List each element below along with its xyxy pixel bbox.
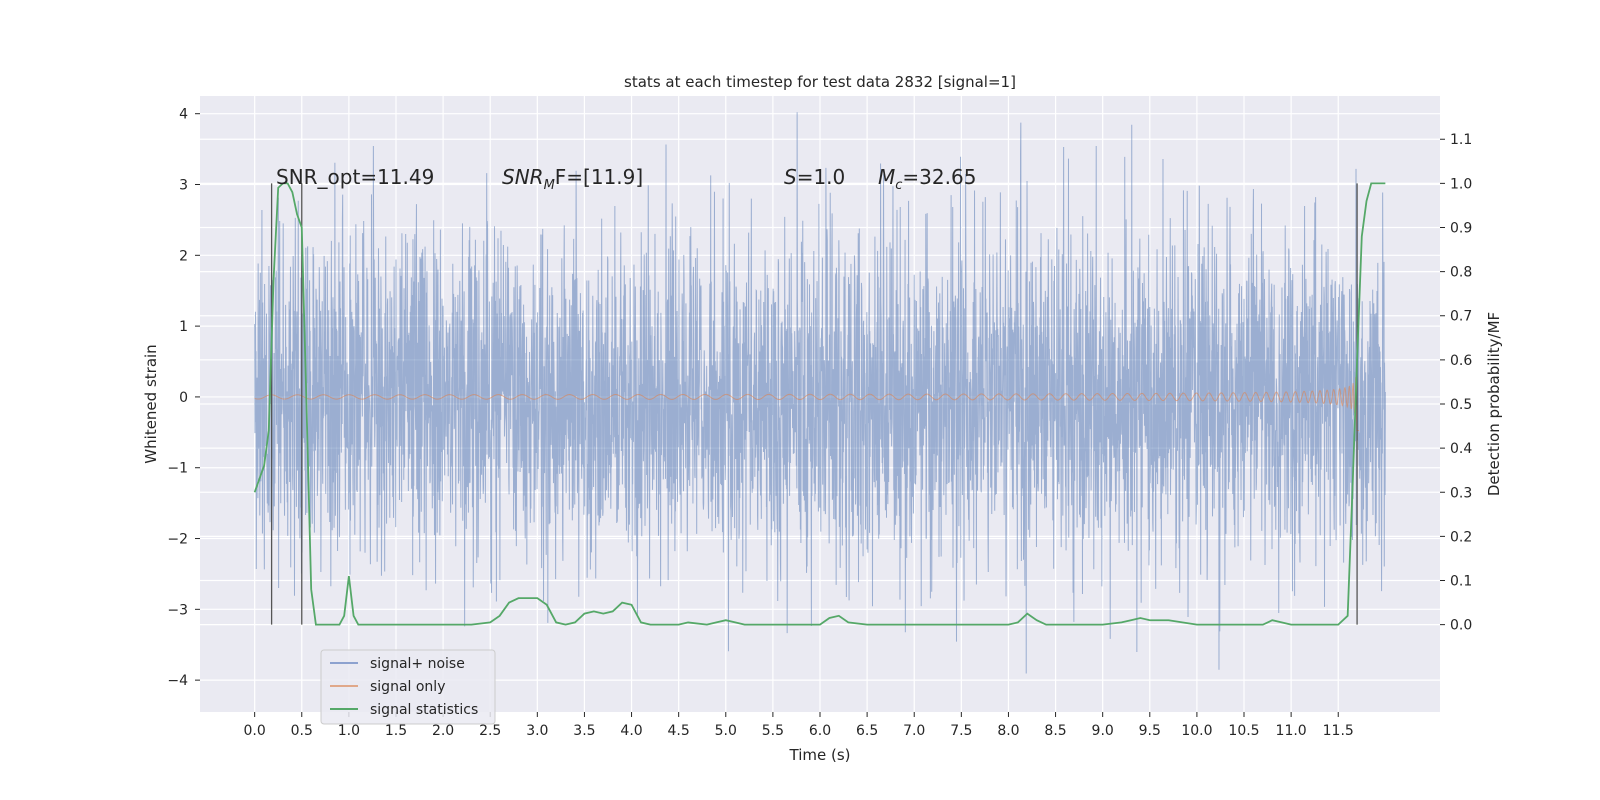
y2-tick-label: 0.1 <box>1450 574 1472 590</box>
x-tick-label: 7.0 <box>903 723 925 739</box>
annotation-snr-mf: SNRMF=[11.9] <box>502 165 643 193</box>
chart-title: stats at each timestep for test data 283… <box>624 73 1016 91</box>
annotation-snr-mf-symbol: SNR <box>502 165 544 189</box>
series-signal-statistics <box>253 182 1386 626</box>
annotations: SNR_opt=11.49 SNRMF=[11.9] S=1.0 Mc=32.6… <box>276 165 976 193</box>
annotation-mc: Mc=32.65 <box>878 165 976 193</box>
annotation-snr-mf-value: F=[11.9] <box>555 165 643 189</box>
annotation-mc-symbol: M <box>878 165 895 189</box>
x-axis-label: Time (s) <box>789 746 851 764</box>
y2-tick-label: 0.4 <box>1450 441 1472 457</box>
x-tick-label: 1.5 <box>385 723 407 739</box>
plot-area <box>253 112 1386 674</box>
y-tick-label: −2 <box>167 532 188 548</box>
series-signal-only <box>254 377 1359 432</box>
x-tick-label: 4.5 <box>668 723 690 739</box>
x-tick-label: 2.0 <box>432 723 454 739</box>
annotation-s-symbol: S <box>784 165 797 189</box>
x-tick-label: 0.0 <box>244 723 266 739</box>
x-tick-label: 2.5 <box>479 723 501 739</box>
legend: signal+ noise signal only signal statist… <box>320 649 496 725</box>
x-tick-label: 9.0 <box>1092 723 1114 739</box>
annotation-s: S=1.0 <box>784 165 845 189</box>
y2-tick-label: 0.7 <box>1450 309 1472 325</box>
x-tick-label: 10.5 <box>1228 723 1259 739</box>
y2-axis-ticks: 0.0 0.1 0.2 0.3 0.4 0.5 0.6 0.7 0.8 0.9 1.0 1.1 <box>1440 132 1472 634</box>
x-tick-label: 10.0 <box>1181 723 1212 739</box>
annotation-s-value: =1.0 <box>797 165 846 189</box>
y2-tick-label: 0.2 <box>1450 529 1472 545</box>
x-tick-label: 5.0 <box>715 723 737 739</box>
legend-box <box>320 649 496 725</box>
y2-axis-label: Detection probability/MF <box>1485 312 1503 496</box>
x-tick-label: 3.5 <box>573 723 595 739</box>
annotation-snr-mf-subscript: M <box>544 178 555 193</box>
y-tick-label: −3 <box>167 602 188 618</box>
x-tick-label: 11.5 <box>1323 723 1354 739</box>
x-tick-label: 5.5 <box>762 723 784 739</box>
y-axis-label: Whitened strain <box>142 344 160 463</box>
y2-tick-label: 0.6 <box>1450 353 1472 369</box>
x-tick-label: 3.0 <box>526 723 548 739</box>
x-tick-label: 0.5 <box>291 723 313 739</box>
legend-label-signal-plus-noise: signal+ noise <box>370 656 465 672</box>
y2-tick-label: 0.3 <box>1450 485 1472 501</box>
y2-tick-label: 0.0 <box>1450 618 1472 634</box>
annotation-snr-opt: SNR_opt=11.49 <box>276 165 434 189</box>
y2-tick-label: 1.1 <box>1450 132 1472 148</box>
y2-tick-label: 1.0 <box>1450 176 1472 192</box>
y2-tick-label: 0.5 <box>1450 397 1472 413</box>
y-axis-ticks: −4 −3 −2 −1 0 1 2 3 4 <box>167 107 200 689</box>
legend-label-signal-only: signal only <box>370 679 445 695</box>
y-tick-label: 4 <box>179 107 188 123</box>
x-tick-label: 11.0 <box>1276 723 1307 739</box>
y-tick-label: 2 <box>179 248 188 264</box>
y-tick-label: 0 <box>179 390 188 406</box>
annotation-mc-value: =32.65 <box>902 165 976 189</box>
x-tick-label: 6.5 <box>856 723 878 739</box>
y-tick-label: −4 <box>167 673 188 689</box>
x-tick-label: 1.0 <box>338 723 360 739</box>
x-axis-ticks: 0.0 0.5 1.0 1.5 2.0 2.5 3.0 3.5 4.0 4.5 5.0 5.5 6.0 6… <box>244 712 1354 739</box>
annotation-mc-subscript: c <box>895 178 902 193</box>
x-tick-label: 8.5 <box>1044 723 1066 739</box>
x-tick-label: 7.5 <box>950 723 972 739</box>
legend-label-signal-statistics: signal statistics <box>370 702 478 718</box>
y2-tick-label: 0.8 <box>1450 265 1472 281</box>
series-signal-plus-noise <box>254 112 1386 674</box>
y2-tick-label: 0.9 <box>1450 220 1472 236</box>
x-tick-label: 4.0 <box>620 723 642 739</box>
y-tick-label: 3 <box>179 178 188 194</box>
x-tick-label: 9.5 <box>1139 723 1161 739</box>
x-tick-label: 6.0 <box>809 723 831 739</box>
x-tick-label: 8.0 <box>997 723 1019 739</box>
y-tick-label: 1 <box>179 319 188 335</box>
y-tick-label: −1 <box>167 461 188 477</box>
